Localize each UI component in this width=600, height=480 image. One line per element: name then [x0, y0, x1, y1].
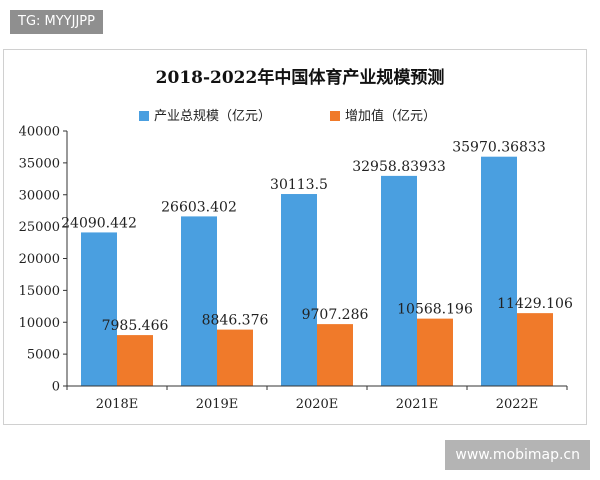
- axes: [66, 131, 567, 387]
- bar-total: [81, 232, 117, 386]
- y-tick-label: 15000: [19, 284, 60, 299]
- bar-total: [481, 156, 517, 386]
- x-tick-label: 2020E: [296, 397, 339, 412]
- y-tick-label: 20000: [19, 252, 60, 267]
- y-tick-label: 5000: [27, 348, 60, 363]
- bars: [81, 156, 553, 386]
- x-axis-labels: 2018E 2019E 2020E 2021E 2022E: [66, 386, 568, 412]
- legend-swatch-total: [139, 111, 149, 121]
- bar-total: [281, 194, 317, 386]
- data-label-added-value: 11429.106: [497, 296, 573, 312]
- y-axis-ticks: 0 5000 10000 15000 20000 25000 30000 35000 40000: [19, 125, 67, 395]
- x-tick-label: 2022E: [496, 397, 539, 412]
- bar-added-value: [217, 329, 253, 386]
- legend-label-total: 产业总规模（亿元）: [154, 109, 271, 124]
- data-label-total: 30113.5: [270, 177, 328, 193]
- y-tick-label: 10000: [19, 316, 60, 331]
- bar-total: [181, 216, 217, 386]
- data-label-total: 24090.442: [61, 215, 137, 231]
- legend-label-added-value: 增加值（亿元）: [345, 108, 436, 124]
- data-label-added-value: 10568.196: [397, 302, 473, 318]
- chart-title: 2018-2022年中国体育产业规模预测: [156, 67, 445, 88]
- data-label-added-value: 7985.466: [102, 318, 169, 334]
- source-tag: TG: MYYJJPP: [10, 10, 103, 34]
- x-tick-label: 2019E: [196, 397, 239, 412]
- legend: 产业总规模（亿元） 增加值（亿元）: [139, 108, 436, 124]
- data-label-total: 32958.83933: [352, 159, 446, 175]
- bar-added-value: [317, 324, 353, 386]
- y-tick-label: 30000: [19, 188, 60, 203]
- site-watermark: www.mobimap.cn: [445, 440, 590, 470]
- legend-swatch-added-value: [330, 111, 340, 121]
- y-tick-label: 0: [52, 380, 60, 395]
- bar-total: [381, 175, 417, 386]
- data-label-added-value: 8846.376: [202, 313, 269, 329]
- data-label-added-value: 9707.286: [302, 307, 369, 323]
- data-label-total: 35970.36833: [452, 140, 546, 156]
- y-tick-label: 40000: [19, 125, 60, 140]
- bar-added-value: [417, 318, 453, 386]
- x-tick-label: 2018E: [96, 397, 139, 412]
- y-tick-label: 35000: [19, 156, 60, 171]
- bar-added-value: [117, 335, 153, 386]
- bar-added-value: [517, 313, 553, 386]
- data-label-total: 26603.402: [161, 199, 237, 215]
- x-tick-label: 2021E: [396, 397, 439, 412]
- data-labels: 24090.442 7985.466 26603.402 8846.376 30113.…: [61, 140, 573, 334]
- y-tick-label: 25000: [19, 220, 60, 235]
